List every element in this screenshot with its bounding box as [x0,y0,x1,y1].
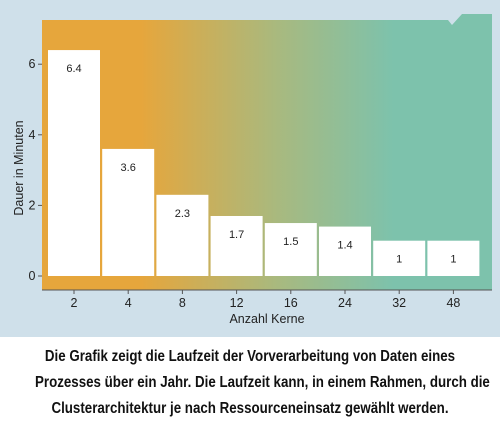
bar-4 [102,148,155,276]
bar-32 [373,240,426,276]
y-tick-label: 6 [29,57,36,71]
x-tick-label: 16 [284,296,298,310]
y-tick-label: 4 [29,128,36,142]
y-tick-label: 2 [29,198,36,212]
y-axis-title: Dauer in Minuten [12,120,26,215]
bar-value-label: 1 [396,254,402,266]
bar-value-label: 2.3 [175,208,190,220]
bar-chart: 6.43.62.31.71.5 1.41 1 2 4 8 12 16 24 32 48 0246 … [12,14,492,326]
bar-value-label: 1.7 [229,229,244,241]
x-tick-label: 12 [230,296,244,310]
bar-12 [210,215,263,276]
bar-16 [264,223,317,276]
caption-line: Prozesses über ein Jahr. Die Laufzeit ka… [35,374,490,391]
x-tick-label: 8 [179,296,186,310]
x-axis-title: Anzahl Kerne [229,312,304,326]
bar-value-label: 1.5 [283,236,298,248]
x-tick-label: 4 [125,296,132,310]
y-tick-label: 0 [29,269,36,283]
caption-line: Die Grafik zeigt die Laufzeit der Vorver… [44,348,456,365]
bar-2 [48,50,100,276]
x-tick-label: 48 [446,296,460,310]
bar-value-label: 6.4 [66,63,81,75]
bar-24 [319,226,371,276]
bar-value-label: 1 [450,254,456,266]
x-tick-label: 24 [338,296,352,310]
bar-48 [427,240,480,276]
x-tick-label: 32 [392,296,406,310]
bar-8 [156,194,209,276]
plot-area [42,14,492,290]
caption: Die Grafik zeigt die Laufzeit der Vorver… [35,344,490,422]
caption-line: Clusterarchitektur je nach Ressourcenein… [51,400,449,417]
bar-value-label: 1.4 [337,240,352,252]
x-tick-label: 2 [71,296,78,310]
bar-value-label: 3.6 [121,162,136,174]
